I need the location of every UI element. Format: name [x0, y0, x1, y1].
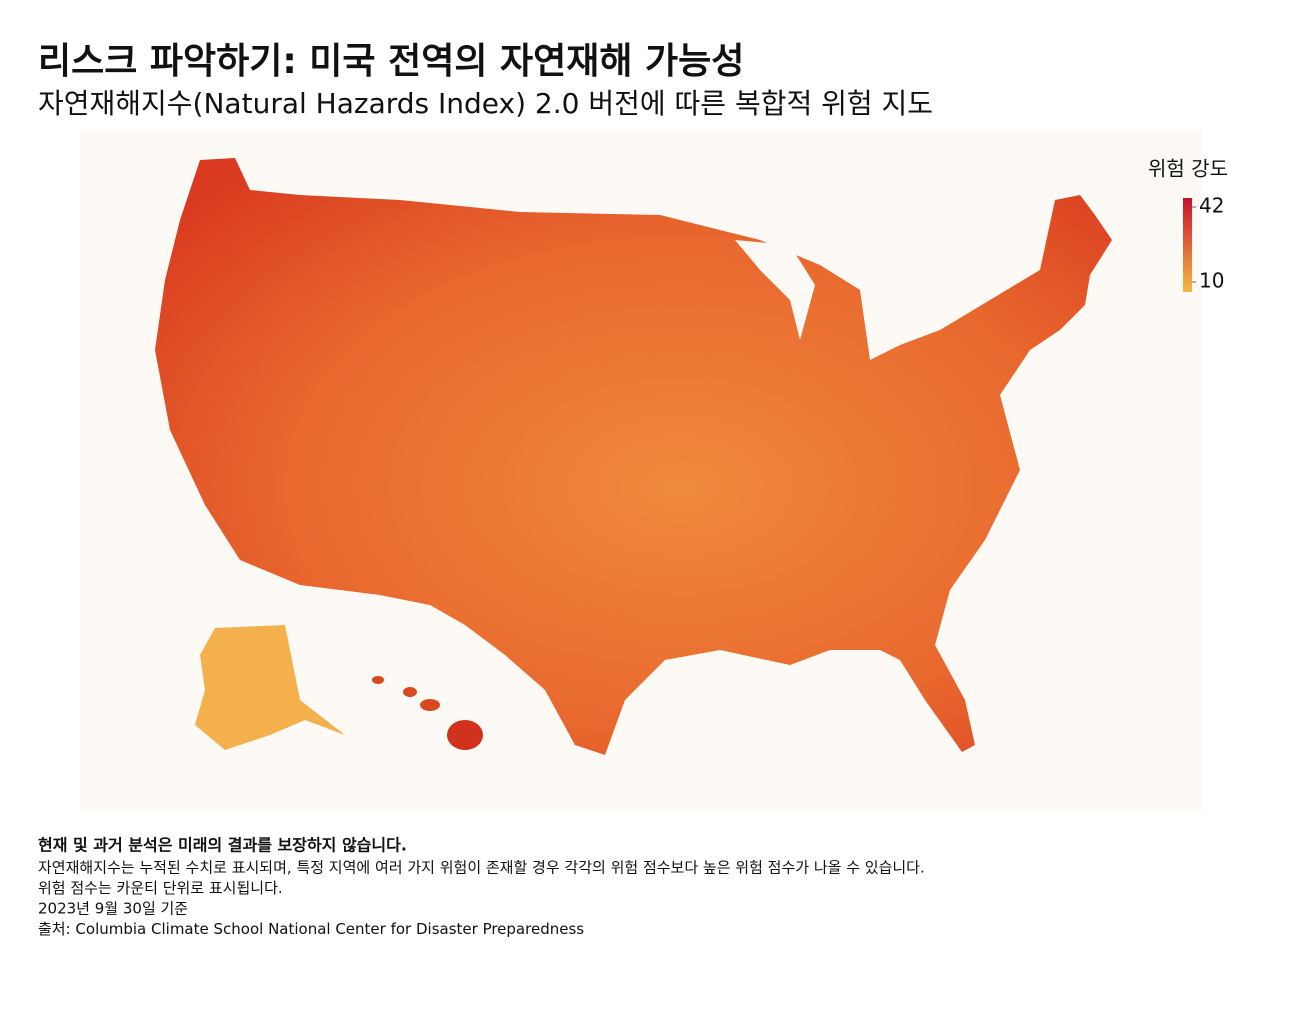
map: [155, 158, 1112, 755]
note-line: 위험 점수는 카운티 단위로 표시됩니다.: [38, 879, 283, 897]
legend-tick-label: 10: [1199, 269, 1224, 293]
alaska: [195, 625, 345, 750]
legend-title: 위험 강도: [1148, 157, 1228, 181]
note-line: 출처: Columbia Climate School National Cen…: [38, 920, 584, 938]
note-line: 2023년 9월 30일 기준: [38, 900, 188, 918]
hawaii: [372, 676, 384, 684]
hawaii: [447, 720, 483, 750]
hawaii: [403, 687, 417, 697]
legend-tick-label: 42: [1199, 194, 1224, 218]
note-line: 자연재해지수는 누적된 수치로 표시되며, 특정 지역에 여러 가지 위험이 존…: [38, 859, 925, 877]
legend-color-bar: [1183, 198, 1192, 292]
disclaimer: 현재 및 과거 분석은 미래의 결과를 보장하지 않습니다.: [38, 836, 407, 855]
notes: 자연재해지수는 누적된 수치로 표시되며, 특정 지역에 여러 가지 위험이 존…: [38, 859, 925, 939]
great-lakes-notch: [735, 240, 815, 340]
contiguous-us: [155, 158, 1112, 755]
subtitle: 자연재해지수(Natural Hazards Index) 2.0 버전에 따른…: [38, 87, 933, 120]
hawaii: [420, 699, 440, 711]
legend-ticks: 42 10: [1192, 194, 1224, 293]
title: 리스크 파악하기: 미국 전역의 자연재해 가능성: [38, 41, 744, 82]
